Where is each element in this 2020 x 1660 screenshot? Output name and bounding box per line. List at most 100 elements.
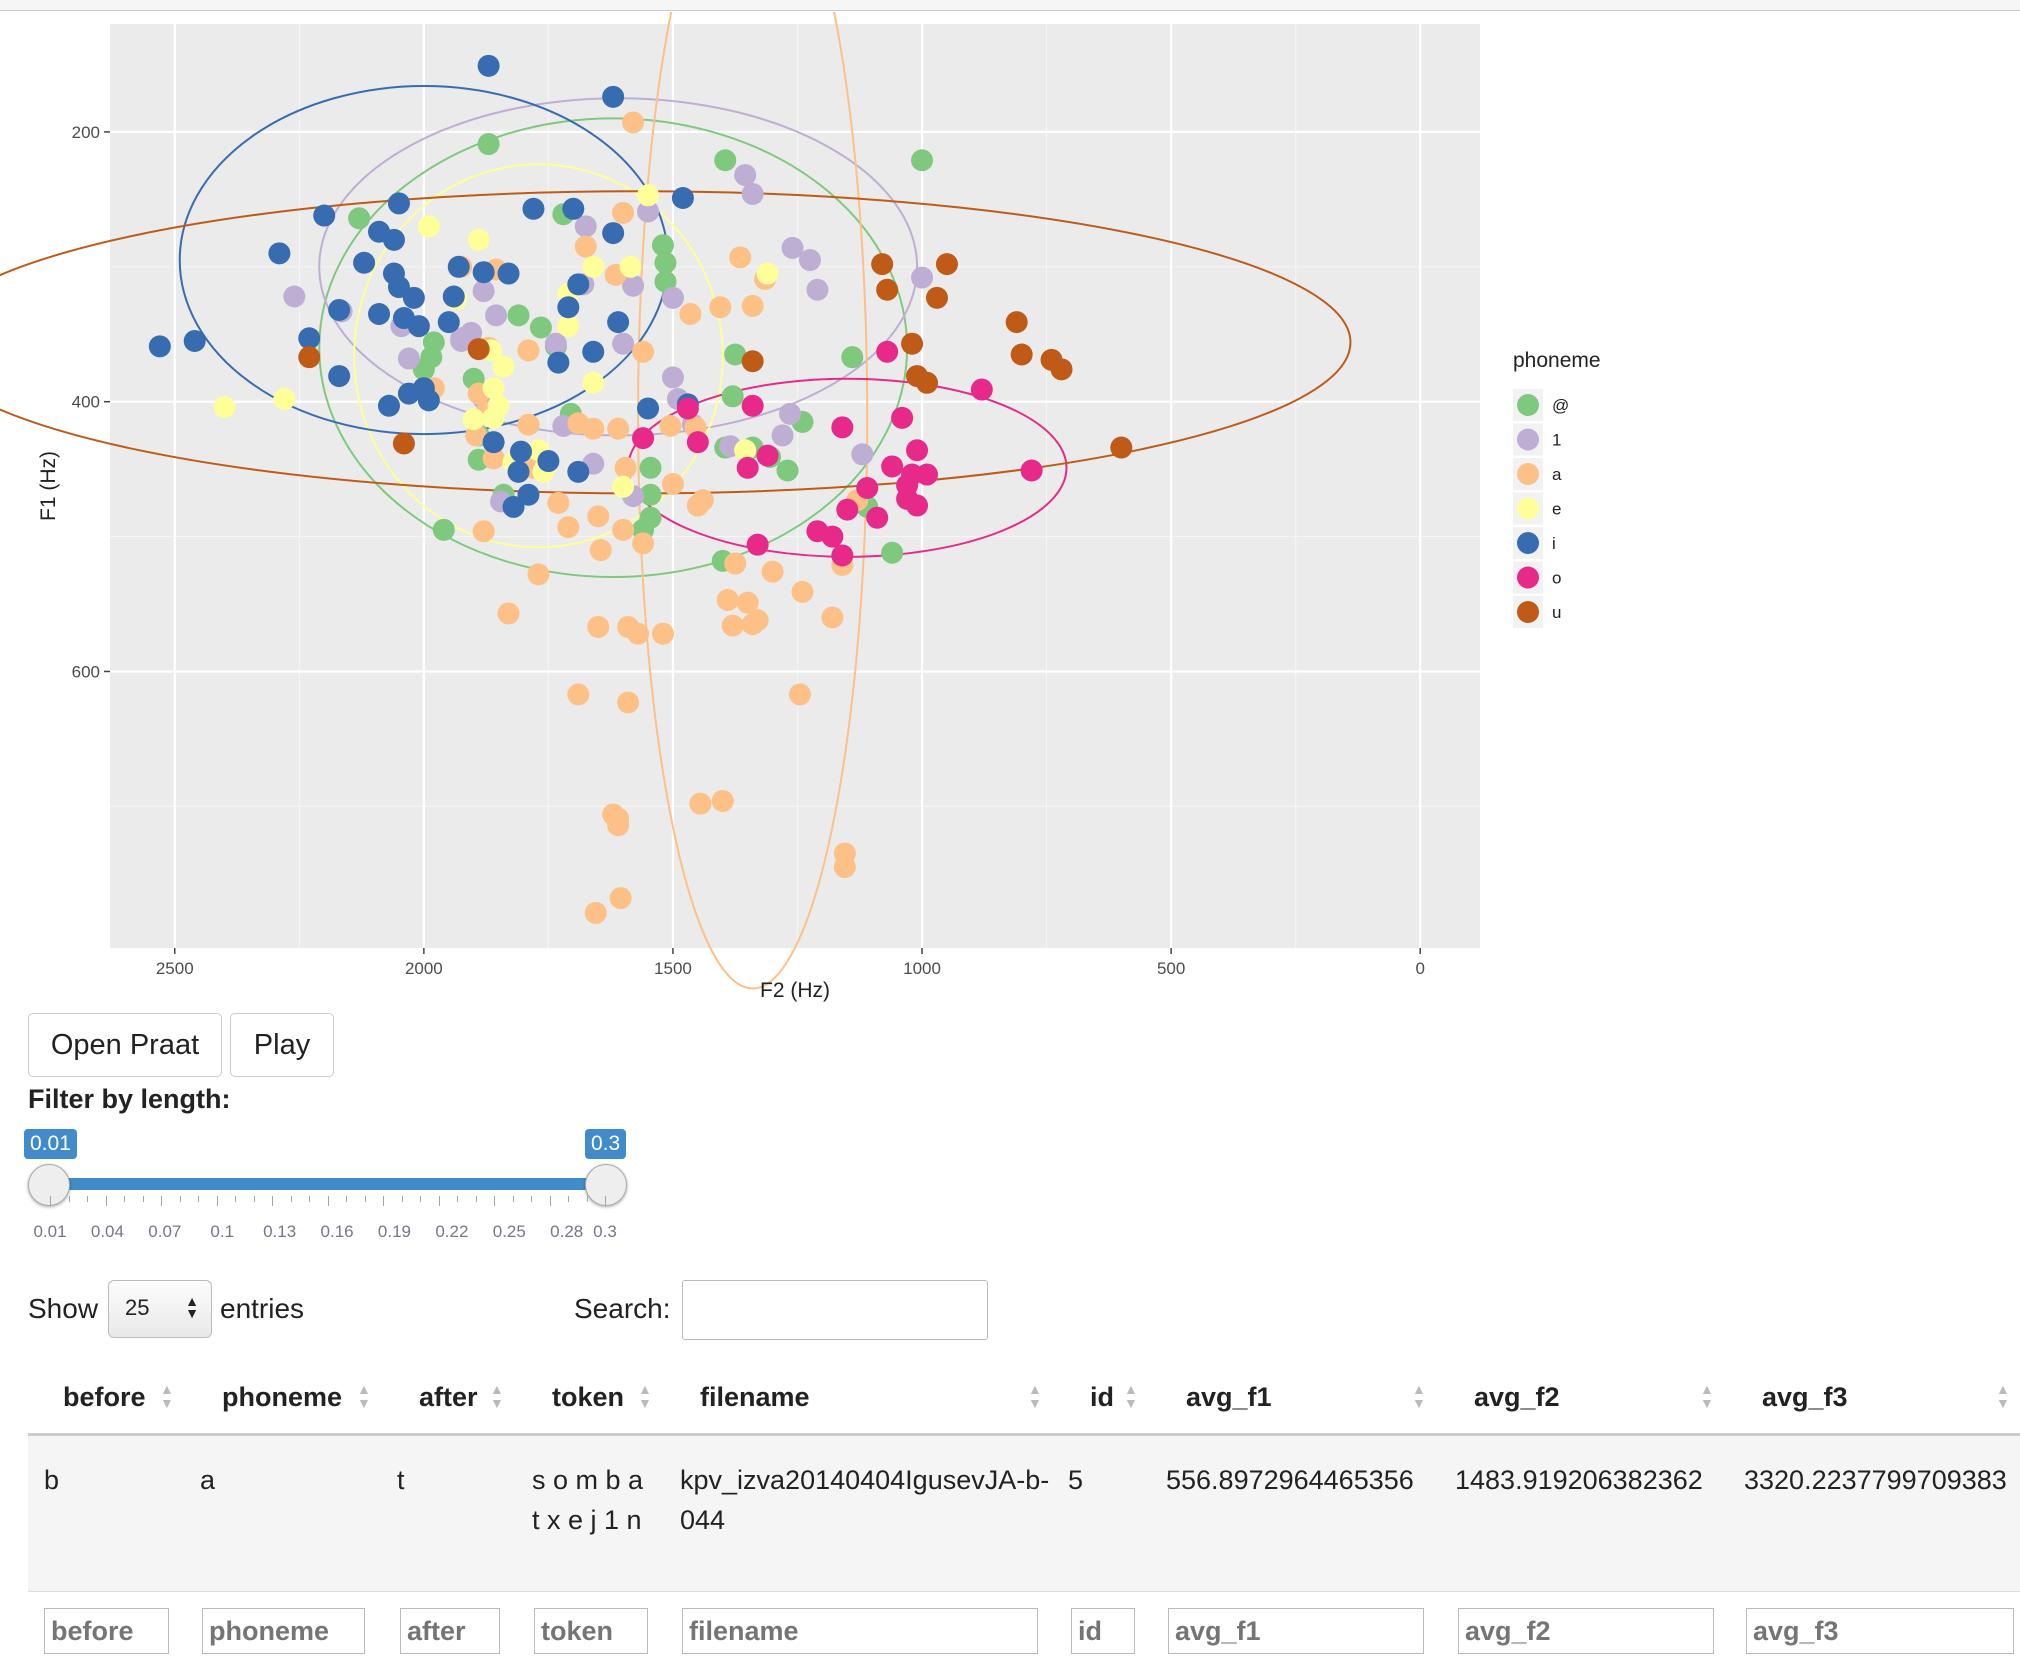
- filter-input-id[interactable]: [1071, 1608, 1135, 1654]
- slider-tick: [253, 1196, 255, 1202]
- filter-input-avg-f2[interactable]: [1458, 1608, 1714, 1654]
- point-a: [686, 494, 709, 517]
- slider-tick: [124, 1196, 125, 1202]
- col-header-token[interactable]: token: [552, 1382, 625, 1412]
- point-u: [901, 332, 924, 355]
- col-header-before[interactable]: before: [63, 1382, 146, 1412]
- point-a: [689, 792, 712, 815]
- filter-input-filename[interactable]: [682, 1608, 1038, 1654]
- point-o: [836, 498, 859, 521]
- y-tick-label: 400: [72, 393, 100, 412]
- point-u: [1050, 358, 1073, 381]
- filter-input-avg-f3[interactable]: [1746, 1608, 2014, 1654]
- point-e: [756, 262, 779, 285]
- col-header-id[interactable]: id: [1090, 1382, 1114, 1412]
- open-praat-button[interactable]: Open Praat: [28, 1013, 222, 1077]
- sort-arrows-icon[interactable]: ▲ ▼: [1996, 1381, 2010, 1411]
- slider-tick: [87, 1196, 88, 1202]
- y-tick-label: 200: [72, 123, 100, 142]
- point-@: [721, 385, 744, 408]
- point-i: [567, 273, 590, 296]
- point-i: [437, 311, 460, 334]
- point-a: [761, 560, 784, 583]
- point-o: [881, 455, 904, 478]
- slider-min-label: 0.01: [24, 1129, 77, 1159]
- slider-tick-label: 0.19: [377, 1222, 412, 1241]
- filter-input-token[interactable]: [534, 1608, 648, 1654]
- point-a: [709, 296, 732, 319]
- browser-top-edge: [0, 0, 2020, 11]
- point-i: [507, 460, 530, 483]
- sort-arrows-icon[interactable]: ▲ ▼: [490, 1381, 504, 1411]
- col-header-avg-f3[interactable]: avg_f3: [1762, 1382, 1848, 1412]
- sort-arrows-icon[interactable]: ▲ ▼: [638, 1381, 652, 1411]
- legend-label: 1: [1552, 431, 1561, 450]
- point-a: [587, 615, 610, 638]
- point-@: [507, 304, 530, 327]
- point-1: [911, 266, 934, 289]
- legend-key: [1517, 394, 1539, 416]
- point-@: [639, 456, 662, 479]
- col-header-avg-f2[interactable]: avg_f2: [1474, 1382, 1560, 1412]
- point-1: [544, 332, 567, 355]
- point-o: [756, 444, 779, 467]
- slider-tick: [309, 1196, 310, 1202]
- point-u: [916, 371, 939, 394]
- play-button[interactable]: Play: [230, 1013, 334, 1077]
- point-a: [497, 602, 520, 625]
- col-header-avg-f1[interactable]: avg_f1: [1186, 1382, 1272, 1412]
- data-points: [148, 54, 1133, 924]
- filter-input-after[interactable]: [400, 1608, 500, 1654]
- point-i: [537, 450, 560, 473]
- point-u: [1010, 343, 1033, 366]
- slider-tick-label: 0.01: [33, 1222, 67, 1241]
- point-@: [432, 518, 455, 541]
- slider-tick: [568, 1196, 569, 1202]
- entries-select[interactable]: 25 ▲ ▼: [108, 1280, 212, 1338]
- point-o: [1020, 459, 1043, 482]
- slider-tick: [494, 1196, 495, 1206]
- sort-arrows-icon[interactable]: ▲ ▼: [1700, 1381, 1714, 1411]
- sort-arrows-icon[interactable]: ▲ ▼: [357, 1381, 371, 1411]
- search-input[interactable]: [682, 1280, 988, 1340]
- slider-track[interactable]: [50, 1178, 605, 1190]
- sort-arrows-icon[interactable]: ▲ ▼: [160, 1381, 174, 1411]
- cell-after: t: [397, 1465, 405, 1495]
- point-o: [746, 533, 769, 556]
- point-i: [602, 222, 625, 245]
- col-header-after[interactable]: after: [419, 1382, 478, 1412]
- plot-panel: [110, 24, 1480, 948]
- col-header-filename[interactable]: filename: [700, 1382, 810, 1412]
- point-i: [328, 365, 351, 388]
- table-row[interactable]: [28, 1436, 2020, 1592]
- slider-tick: [105, 1196, 107, 1206]
- legend-label: i: [1552, 534, 1556, 553]
- point-e: [582, 255, 605, 278]
- slider-max-handle[interactable]: [585, 1164, 627, 1206]
- point-a: [517, 339, 540, 362]
- slider-tick: [401, 1196, 403, 1202]
- point-@: [422, 331, 445, 354]
- sort-arrows-icon[interactable]: ▲ ▼: [1028, 1381, 1042, 1411]
- point-a: [517, 413, 540, 436]
- point-@: [477, 133, 500, 156]
- sort-arrows-icon[interactable]: ▲ ▼: [1412, 1381, 1426, 1411]
- point-a: [833, 856, 856, 879]
- filter-input-phoneme[interactable]: [202, 1608, 365, 1654]
- point-i: [353, 251, 376, 274]
- point-i: [402, 286, 425, 309]
- point-i: [547, 351, 570, 374]
- point-o: [906, 494, 929, 517]
- slider-min-handle[interactable]: [28, 1164, 70, 1206]
- point-1: [734, 164, 757, 187]
- sort-arrows-icon[interactable]: ▲ ▼: [1124, 1381, 1138, 1411]
- point-1: [741, 182, 764, 205]
- slider-tick: [475, 1196, 477, 1202]
- legend-key: [1517, 532, 1539, 554]
- col-header-phoneme[interactable]: phoneme: [222, 1382, 343, 1412]
- filter-input-before[interactable]: [44, 1608, 169, 1654]
- filter-input-avg-f1[interactable]: [1168, 1608, 1424, 1654]
- point-i: [387, 192, 410, 215]
- slider-max-label: 0.3: [585, 1129, 627, 1159]
- entries-label: entries: [220, 1293, 305, 1324]
